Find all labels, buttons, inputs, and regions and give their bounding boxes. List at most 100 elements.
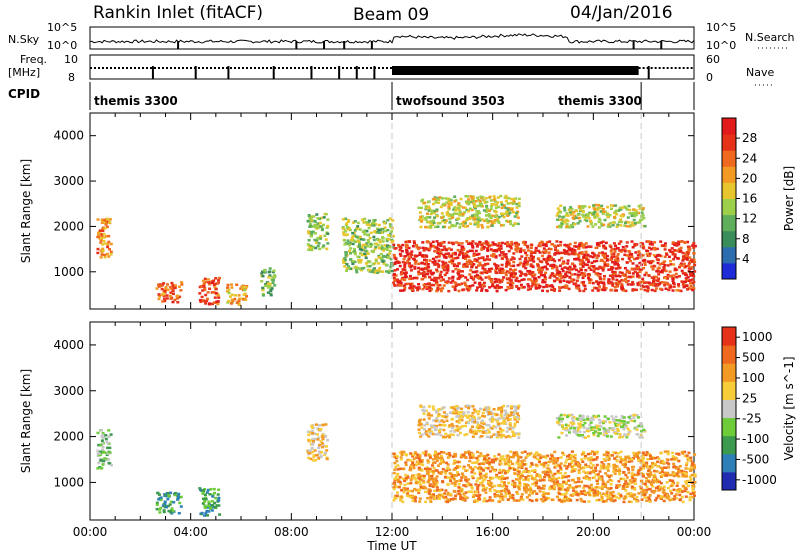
echo-pixel: [473, 275, 477, 278]
echo-pixel: [528, 278, 532, 281]
echo-pixel: [406, 282, 410, 285]
echo-pixel: [310, 248, 314, 251]
echo-pixel: [314, 246, 318, 250]
echo-pixel: [600, 204, 604, 208]
echo-pixel: [509, 201, 513, 205]
echo-pixel: [441, 264, 445, 267]
echo-pixel: [399, 254, 403, 257]
echo-pixel: [558, 289, 562, 292]
echo-pixel: [203, 504, 207, 507]
echo-pixel: [203, 288, 207, 291]
echo-pixel: [404, 271, 408, 274]
echo-pixel: [473, 207, 477, 210]
echo-pixel: [350, 238, 354, 242]
echo-pixel: [601, 253, 605, 257]
echo-pixel: [499, 247, 503, 250]
echo-pixel: [663, 264, 667, 267]
echo-pixel: [564, 218, 568, 222]
echo-pixel: [268, 267, 272, 270]
echo-pixel: [500, 493, 503, 496]
echo-pixel: [598, 265, 602, 269]
echo-pixel: [609, 483, 613, 486]
echo-pixel: [319, 225, 323, 228]
echo-pixel: [571, 250, 575, 253]
echo-pixel: [475, 259, 479, 262]
echo-pixel: [356, 225, 360, 228]
echo-pixel: [415, 254, 419, 258]
echo-pixel: [395, 485, 399, 489]
echo-pixel: [96, 449, 100, 452]
echo-pixel: [383, 247, 387, 250]
echo-pixel: [271, 270, 275, 274]
echo-pixel: [592, 270, 596, 273]
echo-pixel: [107, 255, 111, 258]
echo-pixel: [617, 282, 621, 286]
echo-pixel: [437, 242, 441, 245]
echo-pixel: [529, 465, 533, 468]
echo-pixel: [161, 504, 165, 507]
echo-pixel: [453, 286, 457, 289]
echo-pixel: [164, 286, 168, 290]
echo-pixel: [685, 454, 689, 457]
echo-pixel: [375, 242, 378, 246]
echo-pixel: [661, 468, 664, 471]
echo-pixel: [505, 270, 509, 273]
echo-pixel: [359, 252, 362, 255]
echo-pixel: [670, 458, 674, 461]
echo-pixel: [573, 468, 577, 471]
echo-pixel: [456, 277, 460, 281]
echo-pixel: [569, 210, 572, 214]
echo-pixel: [413, 498, 417, 501]
echo-pixel: [648, 453, 651, 456]
echo-pixel: [628, 479, 632, 482]
echo-pixel: [604, 484, 608, 487]
echo-pixel: [550, 243, 554, 246]
echo-pixel: [685, 482, 688, 485]
echo-pixel: [423, 217, 427, 220]
echo-pixel: [355, 270, 359, 274]
echo-pixel: [497, 500, 501, 503]
echo-pixel: [460, 282, 464, 285]
echo-pixel: [625, 270, 629, 274]
echo-pixel: [403, 255, 407, 258]
echo-pixel: [573, 273, 577, 276]
echo-pixel: [501, 269, 504, 272]
echo-pixel: [647, 469, 651, 472]
echo-pixel: [428, 456, 432, 459]
echo-pixel: [624, 463, 627, 466]
echo-pixel: [342, 231, 346, 234]
echo-pixel: [499, 462, 503, 465]
echo-pixel: [677, 469, 680, 473]
echo-pixel: [590, 486, 594, 490]
echo-pixel: [467, 490, 471, 493]
echo-pixel: [378, 239, 382, 242]
echo-pixel: [559, 211, 563, 214]
echo-pixel: [513, 472, 517, 475]
echo-pixel: [462, 484, 466, 487]
echo-pixel: [344, 230, 347, 233]
echo-pixel: [356, 237, 360, 240]
echo-pixel: [444, 197, 448, 200]
echo-pixel: [563, 285, 567, 289]
echo-pixel: [368, 264, 372, 268]
echo-pixel: [424, 500, 428, 504]
echo-pixel: [209, 507, 212, 511]
echo-pixel: [450, 254, 454, 257]
echo-pixel: [622, 485, 625, 488]
echo-pixel: [306, 430, 310, 433]
echo-pixel: [273, 274, 277, 277]
echo-pixel: [583, 205, 587, 208]
echo-pixel: [507, 491, 511, 495]
echo-pixel: [560, 276, 564, 279]
echo-pixel: [691, 486, 695, 490]
echo-pixel: [560, 493, 563, 496]
echo-pixel: [663, 255, 667, 259]
echo-pixel: [644, 491, 648, 494]
echo-pixel: [556, 225, 560, 229]
echo-pixel: [592, 471, 596, 474]
echo-pixel: [607, 268, 611, 271]
echo-pixel: [416, 456, 420, 460]
echo-pixel: [561, 286, 565, 289]
echo-pixel: [422, 481, 426, 484]
echo-pixel: [267, 286, 271, 289]
